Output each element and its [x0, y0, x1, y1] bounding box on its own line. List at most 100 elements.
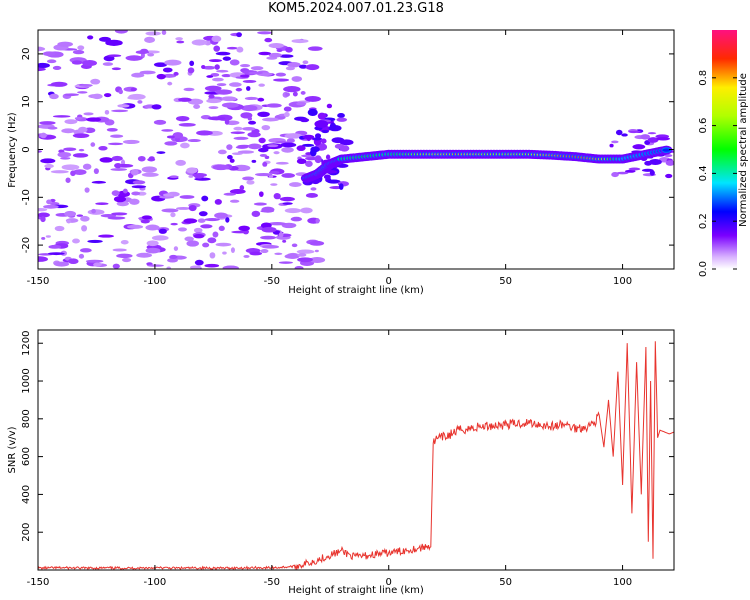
noise-blob	[110, 168, 128, 171]
noise-blob	[273, 192, 281, 200]
noise-blob	[107, 216, 126, 220]
noise-blob	[258, 191, 264, 197]
noise-blob	[85, 259, 104, 263]
noise-blob	[176, 40, 185, 44]
noise-blob	[268, 170, 280, 174]
noise-blob	[326, 103, 333, 109]
noise-blob	[127, 224, 144, 229]
noise-blob	[264, 37, 273, 43]
noise-blob	[221, 74, 232, 78]
noise-blob	[257, 31, 273, 35]
noise-blob	[47, 126, 58, 130]
noise-blob	[114, 162, 122, 169]
noise-blob	[52, 65, 62, 70]
noise-blob	[170, 212, 176, 218]
noise-blob	[615, 129, 623, 136]
noise-blob	[78, 126, 88, 133]
noise-blob	[329, 122, 337, 131]
noise-blob	[193, 227, 203, 233]
noise-blob	[260, 248, 269, 254]
noise-blob	[288, 182, 302, 187]
noise-blob	[156, 73, 166, 80]
noise-blob	[38, 150, 42, 153]
track-core	[662, 148, 671, 152]
noise-blob	[226, 144, 233, 150]
noise-blob	[290, 216, 303, 222]
noise-blob	[144, 36, 156, 43]
noise-blob	[54, 225, 65, 232]
noise-blob	[38, 67, 46, 72]
noise-blob	[204, 263, 220, 268]
colorbar-label: Normalized spectral amplitude	[738, 73, 749, 227]
noise-blob	[84, 187, 90, 193]
noise-blob	[179, 195, 195, 199]
noise-blob	[233, 126, 243, 131]
noise-blob	[233, 136, 249, 140]
noise-blob	[72, 133, 90, 139]
noise-blob	[302, 134, 315, 140]
noise-blob	[186, 167, 198, 174]
noise-blob	[193, 173, 205, 179]
noise-blob	[74, 117, 83, 120]
noise-blob	[145, 224, 160, 231]
noise-blob	[68, 258, 79, 265]
noise-blob	[112, 248, 127, 252]
noise-blob	[175, 37, 183, 41]
noise-blob	[64, 210, 77, 217]
noise-blob	[197, 218, 206, 223]
noise-blob	[225, 217, 230, 223]
noise-blob	[248, 120, 257, 125]
snr-frame	[37, 329, 675, 571]
noise-blob	[264, 155, 270, 160]
noise-blob	[215, 51, 231, 56]
chart-title: KOM5.2024.007.01.23.G18	[268, 1, 444, 16]
spectrogram-x-ticks: -150 -100 -50 0 50 100	[27, 30, 632, 287]
noise-blob	[145, 247, 161, 254]
noise-blob	[235, 87, 243, 92]
noise-blob	[106, 127, 118, 132]
snr-y-tick-label: 400	[21, 485, 32, 504]
noise-blob	[213, 45, 221, 52]
noise-blob	[66, 219, 72, 224]
noise-blob	[188, 175, 194, 178]
spectrogram-signal-track	[300, 145, 673, 183]
noise-blob	[304, 95, 321, 102]
noise-blob	[648, 159, 662, 166]
noise-blob	[77, 91, 88, 94]
noise-blob	[285, 66, 295, 71]
noise-blob	[268, 221, 287, 226]
noise-blob	[283, 112, 290, 118]
noise-blob	[61, 128, 76, 134]
noise-blob	[122, 139, 140, 145]
noise-blob	[215, 89, 233, 95]
noise-blob	[206, 98, 222, 104]
noise-blob	[302, 60, 309, 65]
noise-blob	[93, 262, 102, 267]
noise-blob	[193, 104, 201, 109]
noise-blob	[229, 199, 240, 203]
noise-blob	[281, 173, 296, 178]
noise-blob	[204, 85, 222, 92]
noise-blob	[212, 77, 224, 82]
noise-blob	[189, 60, 195, 67]
noise-blob	[261, 244, 280, 249]
noise-blob	[296, 249, 315, 254]
noise-blob	[196, 130, 213, 136]
noise-blob	[177, 227, 188, 232]
noise-blob	[49, 202, 60, 206]
noise-blob	[78, 253, 85, 259]
noise-blob	[285, 46, 293, 53]
noise-blob	[102, 62, 114, 66]
noise-blob	[151, 104, 162, 110]
noise-blob	[122, 188, 128, 194]
noise-blob	[665, 173, 673, 179]
noise-blob	[137, 100, 143, 104]
noise-blob	[188, 205, 197, 212]
noise-blob	[187, 139, 201, 143]
colorbar-gradient	[712, 30, 737, 269]
spectrogram-x-tick-label: 100	[613, 276, 632, 287]
noise-blob	[184, 236, 194, 242]
noise-blob	[307, 108, 318, 117]
colorbar-tick-label: 0.6	[698, 118, 709, 134]
